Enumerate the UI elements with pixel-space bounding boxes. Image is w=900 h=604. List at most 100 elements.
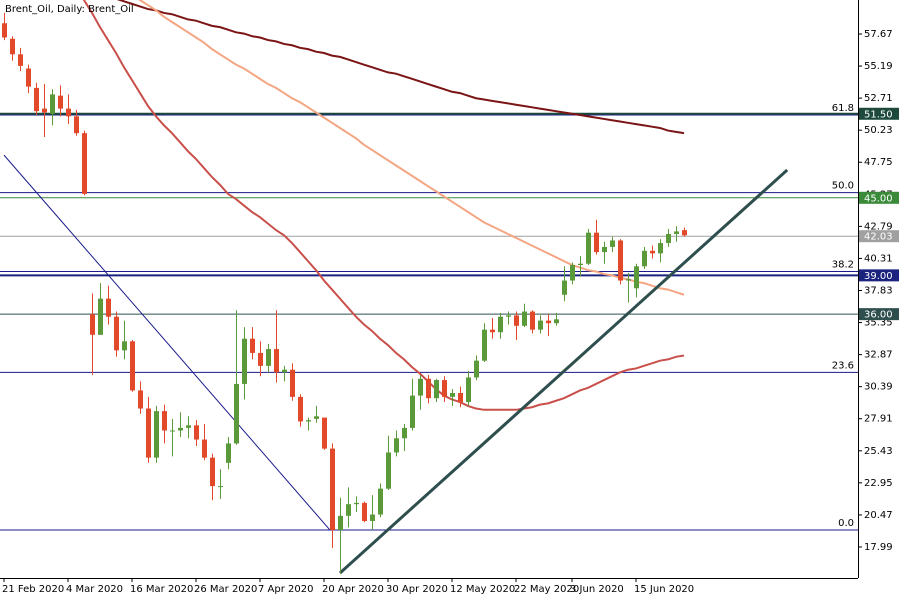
candle-body bbox=[666, 233, 671, 244]
y-tick-label: 40.31 bbox=[864, 253, 893, 264]
x-tick-label: 20 Apr 2020 bbox=[322, 584, 384, 595]
x-tick-label: 7 Apr 2020 bbox=[258, 584, 313, 595]
level-label: 36.00 bbox=[864, 310, 893, 321]
candle-body bbox=[170, 430, 175, 432]
candle-body bbox=[362, 502, 367, 521]
candle-body bbox=[322, 417, 327, 449]
level-label: 42.03 bbox=[864, 232, 893, 243]
chart-title: Brent_Oil, Daily: Brent_Oil bbox=[5, 4, 134, 15]
candle-body bbox=[394, 438, 399, 453]
moving-average bbox=[116, 0, 685, 135]
candle-body bbox=[554, 319, 559, 324]
candle-body bbox=[450, 393, 455, 397]
candle-body bbox=[370, 514, 375, 521]
y-tick-label: 57.67 bbox=[864, 29, 893, 40]
fib-label: 0.0 bbox=[838, 518, 854, 529]
x-tick-label: 21 Feb 2020 bbox=[2, 584, 64, 595]
x-tick-label: 12 May 2020 bbox=[450, 584, 515, 595]
candle-body bbox=[26, 68, 31, 87]
level-label: 39.00 bbox=[864, 271, 893, 282]
x-tick-label: 15 Jun 2020 bbox=[634, 584, 694, 595]
x-tick-label: 3 Jun 2020 bbox=[570, 584, 624, 595]
candle-body bbox=[402, 427, 407, 439]
level-tag bbox=[859, 191, 899, 204]
candle-body bbox=[162, 411, 167, 431]
y-tick-label: 32.87 bbox=[864, 350, 893, 361]
candle-body bbox=[114, 316, 119, 351]
candle-body bbox=[138, 390, 143, 409]
fib-label: 50.0 bbox=[832, 181, 854, 192]
candle-body bbox=[314, 416, 319, 419]
candle-body bbox=[674, 231, 679, 234]
candle-body bbox=[658, 243, 663, 254]
candle-body bbox=[570, 265, 575, 281]
level-tag bbox=[859, 269, 899, 282]
candle-body bbox=[378, 488, 383, 515]
trend-line bbox=[338, 168, 789, 575]
level-tag bbox=[859, 230, 899, 243]
candle-body bbox=[282, 369, 287, 373]
candle-body bbox=[610, 240, 615, 247]
candle-body bbox=[2, 23, 7, 38]
x-tick-label: 4 Mar 2020 bbox=[66, 584, 123, 595]
level-label: 51.50 bbox=[864, 109, 893, 120]
candle-body bbox=[98, 298, 103, 335]
y-tick-label: 27.91 bbox=[864, 414, 893, 425]
x-tick-label: 22 May 2020 bbox=[514, 584, 579, 595]
candle-body bbox=[410, 395, 415, 428]
y-tick-label: 47.75 bbox=[864, 157, 893, 168]
y-tick-label: 17.99 bbox=[864, 542, 893, 553]
fib-label: 61.8 bbox=[832, 103, 854, 114]
y-tick-label: 42.79 bbox=[864, 221, 893, 232]
candle-body bbox=[434, 380, 439, 399]
candle-body bbox=[498, 316, 503, 333]
y-tick-label: 55.19 bbox=[864, 61, 893, 72]
trend-line bbox=[3, 154, 331, 531]
candle-body bbox=[186, 425, 191, 428]
candle-body bbox=[682, 230, 687, 236]
candle-body bbox=[338, 515, 343, 531]
candle-body bbox=[346, 504, 351, 516]
candle-body bbox=[466, 377, 471, 403]
candle-body bbox=[250, 338, 255, 353]
level-tag bbox=[859, 308, 899, 321]
candle-body bbox=[586, 232, 591, 264]
candle-body bbox=[50, 94, 55, 114]
candle-body bbox=[202, 439, 207, 458]
candle-body bbox=[258, 352, 263, 366]
candle-body bbox=[634, 266, 639, 289]
x-tick-label: 30 Apr 2020 bbox=[386, 584, 448, 595]
candle-body bbox=[42, 108, 47, 113]
y-tick-label: 22.95 bbox=[864, 478, 893, 489]
candle-body bbox=[626, 279, 631, 281]
candle-body bbox=[90, 314, 95, 335]
fib-label: 38.2 bbox=[832, 259, 854, 270]
candle-body bbox=[122, 341, 127, 351]
candle-body bbox=[18, 54, 23, 66]
candle-body bbox=[66, 108, 71, 117]
x-tick-label: 16 Mar 2020 bbox=[130, 584, 193, 595]
candle-body bbox=[522, 311, 527, 326]
y-tick-label: 25.43 bbox=[864, 446, 893, 457]
candle-body bbox=[538, 320, 543, 330]
candle-body bbox=[482, 329, 487, 361]
candle-body bbox=[418, 378, 423, 396]
candle-body bbox=[490, 329, 495, 333]
candle-body bbox=[130, 341, 135, 391]
candle-body bbox=[474, 360, 479, 378]
plot-area bbox=[0, 0, 858, 575]
candle-body bbox=[218, 486, 223, 488]
y-tick-label: 35.35 bbox=[864, 318, 893, 329]
candle-body bbox=[330, 448, 335, 531]
candle-body bbox=[306, 420, 311, 422]
candle-body bbox=[602, 246, 607, 253]
candle-body bbox=[74, 116, 79, 134]
candle-body bbox=[594, 232, 599, 253]
y-tick-label: 30.39 bbox=[864, 382, 893, 393]
fib-label: 23.6 bbox=[832, 360, 854, 371]
candle-body bbox=[274, 349, 279, 373]
axes bbox=[0, 0, 859, 579]
candle-body bbox=[34, 87, 39, 112]
x-tick-label: 26 Mar 2020 bbox=[194, 584, 257, 595]
